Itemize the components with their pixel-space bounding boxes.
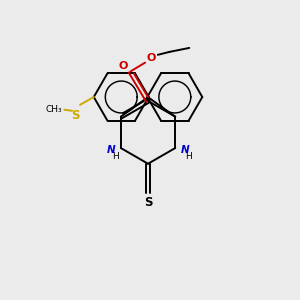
Text: S: S — [71, 109, 80, 122]
Text: N: N — [106, 145, 115, 155]
Text: S: S — [144, 196, 152, 208]
Text: H: H — [186, 152, 192, 161]
Text: N: N — [181, 145, 190, 155]
Text: H: H — [112, 152, 119, 161]
Text: O: O — [119, 61, 128, 70]
Text: CH₃: CH₃ — [46, 105, 62, 114]
Text: O: O — [146, 53, 156, 63]
